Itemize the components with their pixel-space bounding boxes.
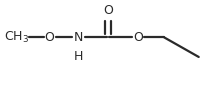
- Text: H: H: [74, 50, 84, 63]
- Text: N: N: [74, 31, 84, 44]
- Text: O: O: [45, 31, 55, 44]
- Text: O: O: [103, 4, 113, 17]
- Text: O: O: [133, 31, 143, 44]
- Text: CH$_3$: CH$_3$: [4, 30, 29, 45]
